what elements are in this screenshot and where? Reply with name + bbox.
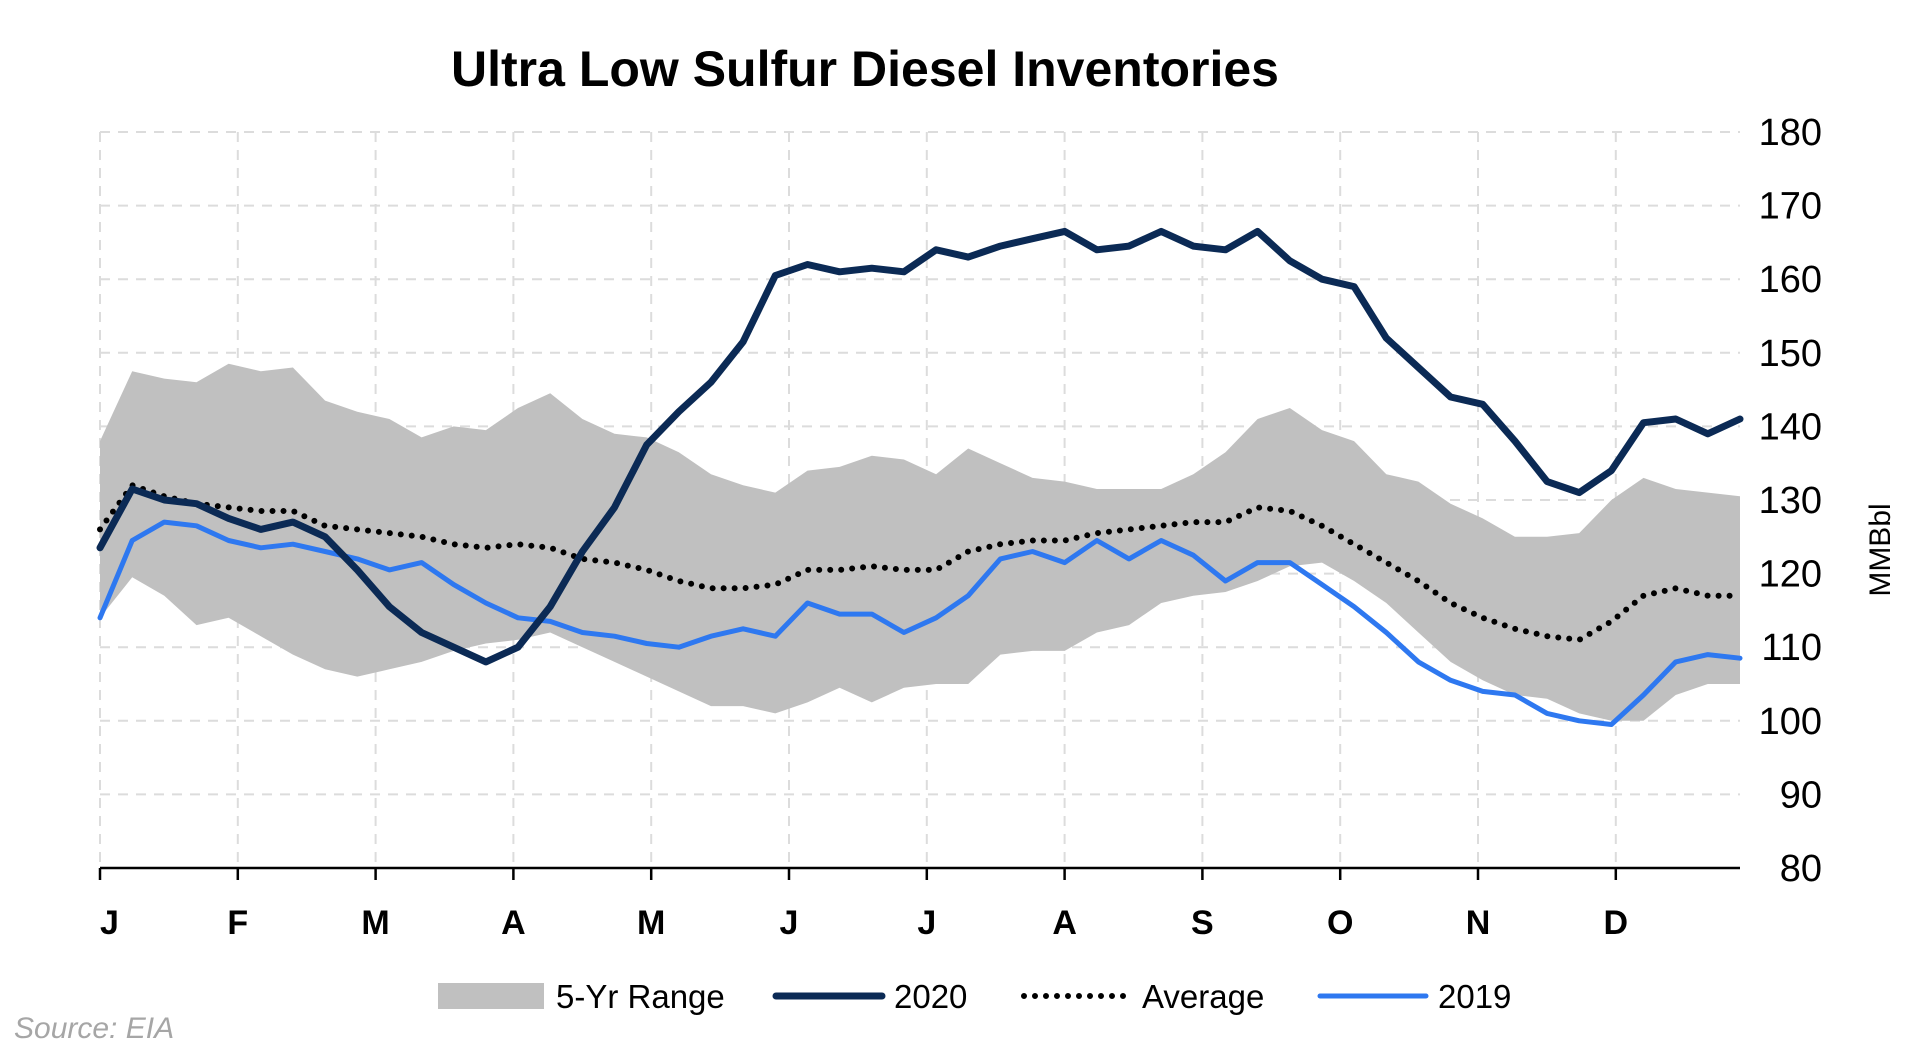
legend-label-average: Average: [1142, 978, 1264, 1015]
series-line-average: [97, 482, 1743, 643]
source-note: Source: EIA: [14, 1012, 174, 1045]
x-tick-label: A: [1052, 904, 1077, 942]
series-line-2020: [96, 227, 1744, 666]
x-tick-label: S: [1191, 904, 1214, 942]
y-tick-label: 120: [1759, 554, 1822, 596]
series-layer: [96, 227, 1744, 727]
x-tick-label: D: [1604, 904, 1629, 942]
x-tick-label: A: [501, 904, 526, 942]
y-tick-label: 180: [1759, 112, 1822, 154]
y-tick-label: 110: [1761, 627, 1822, 669]
x-tick-label: M: [361, 904, 389, 942]
legend-label-2019: 2019: [1438, 978, 1511, 1015]
legend-swatch-range: [438, 983, 544, 1009]
legend-label-range: 5-Yr Range: [556, 978, 725, 1015]
y-tick-labels: 80 90 100 110 120 130 140 150 160 170 180: [1759, 112, 1822, 890]
y-tick-label: 130: [1759, 480, 1822, 522]
legend-label-2020: 2020: [894, 978, 967, 1015]
range-layer: [100, 363, 1740, 721]
y-tick-label: 100: [1759, 701, 1822, 743]
y-axis-label: MMBbl: [1864, 503, 1897, 596]
y-tick-label: 80: [1780, 848, 1822, 890]
axis-layer: [98, 866, 1740, 880]
range-band-5yr: [100, 363, 1740, 721]
series-line-2019: [97, 519, 1743, 727]
y-tick-label: 140: [1759, 406, 1822, 448]
y-tick-label: 170: [1759, 186, 1822, 228]
x-tick-label: F: [227, 904, 248, 942]
x-tick-label: M: [637, 904, 665, 942]
x-tick-label: J: [917, 904, 936, 942]
x-tick-label: O: [1327, 904, 1353, 942]
x-tick-label: N: [1466, 904, 1491, 942]
legend: 5-Yr Range 2020 Average 2019: [438, 978, 1511, 1015]
x-tick-label: J: [100, 904, 119, 942]
y-tick-label: 160: [1759, 259, 1822, 301]
y-tick-label: 90: [1780, 774, 1822, 816]
chart-title: Ultra Low Sulfur Diesel Inventories: [451, 41, 1279, 97]
x-tick-label: J: [780, 904, 799, 942]
y-tick-label: 150: [1759, 333, 1822, 375]
